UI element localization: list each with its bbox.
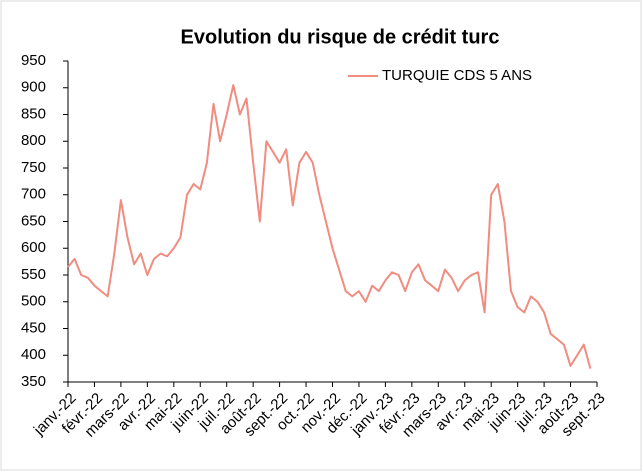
y-tick-label: 700 xyxy=(21,186,46,203)
y-tick-label: 950 xyxy=(21,52,46,69)
y-tick-label: 450 xyxy=(21,319,46,336)
y-tick-label: 650 xyxy=(21,212,46,229)
y-tick-label: 350 xyxy=(21,373,46,390)
chart-title: Evolution du risque de crédit turc xyxy=(181,26,500,48)
data-line xyxy=(67,84,592,369)
y-tick-label: 800 xyxy=(21,132,46,149)
y-tick-label: 750 xyxy=(21,159,46,176)
y-tick-label: 850 xyxy=(21,105,46,122)
y-tick-label: 600 xyxy=(21,239,46,256)
y-tick-label: 500 xyxy=(21,293,46,310)
y-tick-label: 900 xyxy=(21,79,46,96)
y-tick-label: 550 xyxy=(21,266,46,283)
legend-label: TURQUIE CDS 5 ANS xyxy=(382,67,532,84)
y-tick-label: 400 xyxy=(21,346,46,363)
